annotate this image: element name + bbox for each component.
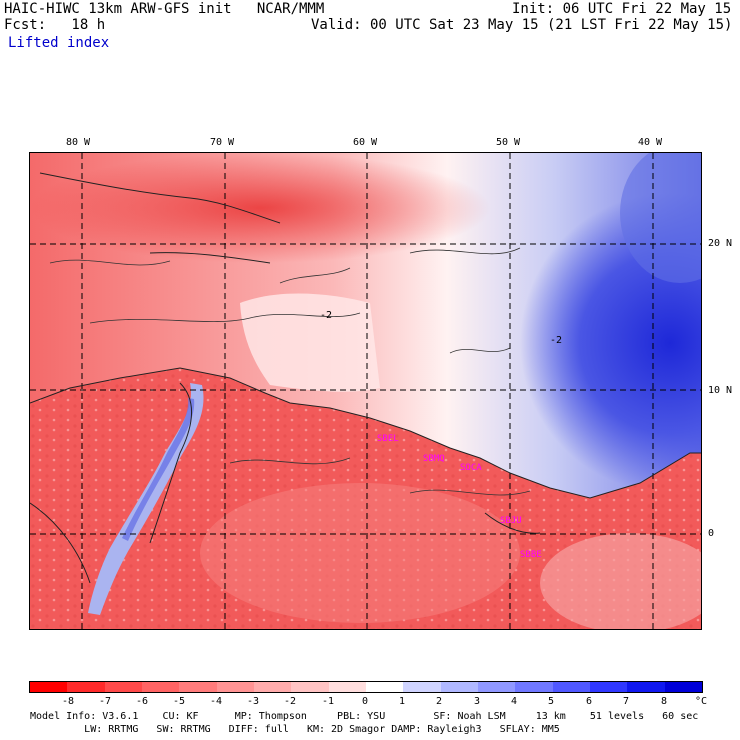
- legend-swatch: [141, 682, 180, 692]
- coastlines: [30, 172, 701, 584]
- legend-tick: -5: [173, 696, 186, 707]
- legend-swatch: [291, 682, 329, 692]
- lat-label-10n: 10 N: [708, 385, 733, 396]
- legend-swatch: [664, 682, 702, 692]
- legend-tick: 3: [474, 696, 481, 707]
- atlantic-stable-north: [620, 153, 701, 283]
- legend-tick: 1: [399, 696, 406, 707]
- legend-tick: -6: [136, 696, 149, 707]
- latlon-grid: [30, 153, 701, 629]
- legend-tick: -8: [62, 696, 75, 707]
- caribbean-unstable-region: [30, 153, 490, 263]
- ne-brazil-patch: [540, 533, 701, 629]
- station-sbju: SBJU: [500, 516, 522, 526]
- map-canvas: -2 -2 SBEL SBMQ SBJU SOCA SBBE: [30, 153, 701, 629]
- legend-tick: 7: [623, 696, 630, 707]
- station-labels: SBEL SBMQ SBJU SOCA SBBE: [377, 434, 542, 560]
- legend-swatch: [477, 682, 516, 692]
- legend-swatch: [440, 682, 478, 692]
- model-info-line2: LW: RRTMG SW: RRTMG DIFF: full KM: 2D Sm…: [30, 724, 560, 735]
- lon-label-40w: 40 W: [638, 137, 663, 148]
- legend-swatch: [67, 682, 105, 692]
- legend-unit: °C: [695, 696, 708, 707]
- valid-time: Valid: 00 UTC Sat 23 May 15 (21 LST Fri …: [311, 17, 733, 33]
- lat-label-0: 0: [708, 528, 715, 539]
- field-name: Lifted index: [8, 35, 110, 51]
- legend-swatch: [216, 682, 254, 692]
- legend-tick: -1: [322, 696, 335, 707]
- legend-tick: -3: [247, 696, 260, 707]
- legend-tick: -2: [284, 696, 297, 707]
- legend-swatch: [30, 682, 68, 692]
- legend-colorbar: [29, 681, 703, 693]
- andes-core: [122, 398, 195, 541]
- legend-tick: -7: [99, 696, 112, 707]
- lon-label-80w: 80 W: [66, 137, 91, 148]
- legend-tick: 2: [436, 696, 443, 707]
- legend-swatch: [104, 682, 142, 692]
- contour-lines: [49, 247, 531, 496]
- station-sbmq: SBMQ: [423, 454, 445, 464]
- legend-swatch: [515, 682, 553, 692]
- init-time: Init: 06 UTC Fri 22 May 15: [512, 1, 732, 17]
- forecast-hour: Fcst: 18 h: [4, 17, 106, 33]
- legend-tick: 0: [362, 696, 369, 707]
- lifted-index-map: -2 -2 SBEL SBMQ SBJU SOCA SBBE: [29, 152, 702, 630]
- legend-swatch: [328, 682, 366, 692]
- legend-swatch: [403, 682, 441, 692]
- legend-tick: 4: [511, 696, 518, 707]
- legend-swatch: [253, 682, 292, 692]
- lat-label-20n: 20 N: [708, 238, 733, 249]
- legend-swatch: [589, 682, 628, 692]
- station-soca: SOCA: [460, 463, 482, 473]
- central-caribbean-pale-zone: [240, 293, 380, 392]
- legend-swatch: [179, 682, 217, 692]
- lon-label-70w: 70 W: [210, 137, 235, 148]
- station-sbel: SBEL: [377, 434, 399, 444]
- station-sbbe: SBBE: [520, 550, 542, 560]
- legend-tick: 6: [586, 696, 593, 707]
- lon-label-60w: 60 W: [353, 137, 378, 148]
- lon-label-50w: 50 W: [496, 137, 521, 148]
- model-title: HAIC-HIWC 13km ARW-GFS init NCAR/MMM: [4, 1, 325, 17]
- legend-swatch: [552, 682, 590, 692]
- legend-tick: -4: [210, 696, 223, 707]
- legend-swatch: [365, 682, 404, 692]
- legend-tick: 8: [661, 696, 668, 707]
- amazon-interior-patch: [200, 483, 520, 623]
- legend-swatch: [627, 682, 665, 692]
- model-info-line1: Model Info: V3.6.1 CU: KF MP: Thompson P…: [30, 711, 699, 722]
- contour-label-minus2: -2: [320, 310, 332, 321]
- contour-label-minus2-east: -2: [550, 335, 562, 346]
- legend-tick: 5: [548, 696, 555, 707]
